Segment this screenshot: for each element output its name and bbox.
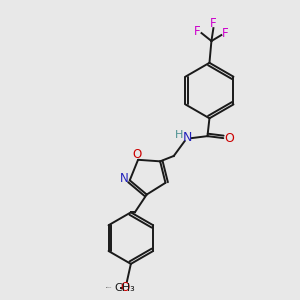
Text: CH₃: CH₃ (114, 283, 135, 293)
Text: F: F (222, 27, 229, 40)
Text: O: O (120, 281, 130, 294)
Text: F: F (194, 25, 201, 38)
Text: N: N (119, 172, 128, 185)
Text: N: N (183, 130, 192, 144)
Text: O: O (132, 148, 142, 161)
Text: H: H (175, 130, 183, 140)
Text: O: O (224, 132, 234, 145)
Text: F: F (210, 17, 217, 30)
Text: methoxy: methoxy (106, 287, 112, 288)
